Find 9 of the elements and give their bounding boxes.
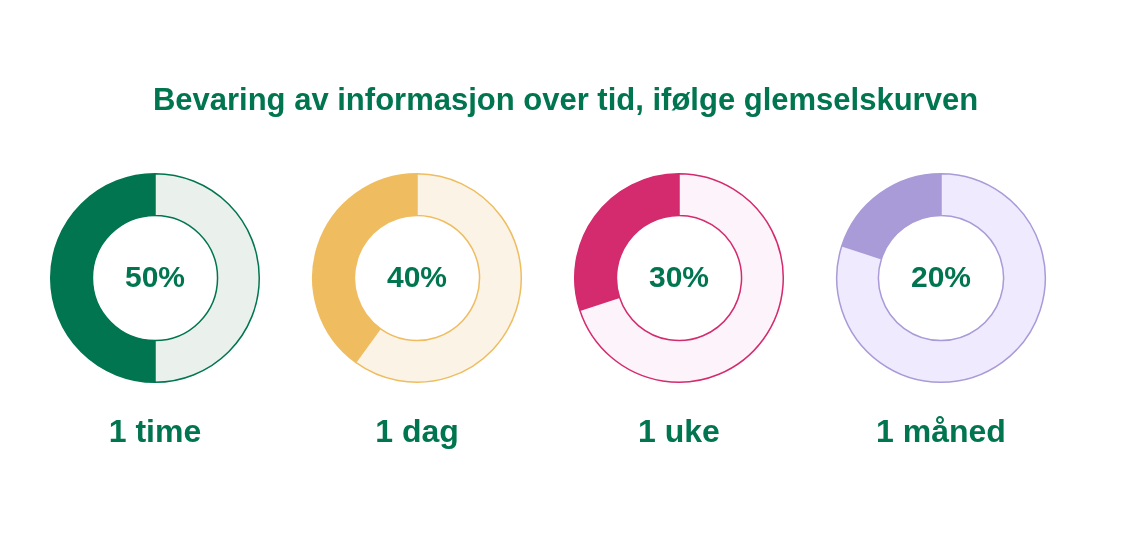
- text: Bevaring av informasjon over tid, ifølge glemselskurven: [151, 82, 980, 118]
- data-label: 40%: [386, 260, 448, 294]
- data-label: 20%: [910, 260, 972, 294]
- data-label: 50%: [124, 260, 186, 294]
- text: 1 uke: [638, 413, 720, 450]
- data-label: 30%: [648, 260, 710, 294]
- text: 1 måned: [876, 413, 1006, 450]
- text: 1 dag: [375, 413, 459, 450]
- text: 1 time: [108, 413, 202, 450]
